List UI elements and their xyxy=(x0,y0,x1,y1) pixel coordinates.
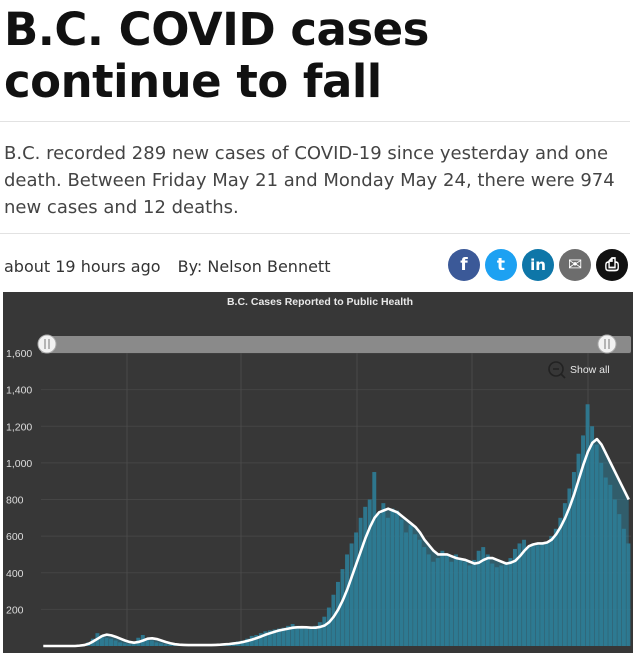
zoom-out-icon xyxy=(548,361,564,377)
seven-day-average-line xyxy=(43,437,630,648)
email-share-button[interactable]: ✉ xyxy=(559,249,591,281)
chart-title: B.C. Cases Reported to Public Health xyxy=(227,296,413,308)
headline-divider xyxy=(0,121,630,122)
deck-divider xyxy=(0,233,630,234)
y-tick-label: 800 xyxy=(6,495,24,507)
y-tick-label: 1,400 xyxy=(6,385,32,397)
y-tick-label: 200 xyxy=(6,604,24,616)
range-scrollbar[interactable] xyxy=(37,334,631,354)
twitter-icon: t xyxy=(496,255,506,275)
y-tick-label: 1,000 xyxy=(6,458,32,470)
share-bar: f t in ✉ ⎙ xyxy=(448,249,634,283)
y-tick-label: 1,200 xyxy=(6,421,32,433)
print-button[interactable]: ⎙ xyxy=(596,249,628,281)
author-link[interactable]: By: Nelson Bennett xyxy=(177,257,331,276)
range-handle-left[interactable] xyxy=(37,334,57,354)
range-track[interactable] xyxy=(41,336,631,353)
cases-chart: B.C. Cases Reported to Public Health 200… xyxy=(3,292,633,653)
show-all-button[interactable]: Show all xyxy=(548,361,610,379)
linkedin-share-button[interactable]: in xyxy=(522,249,554,281)
article-deck: B.C. recorded 289 new cases of COVID-19 … xyxy=(4,143,615,218)
linkedin-icon: in xyxy=(530,256,546,274)
print-icon: ⎙ xyxy=(605,255,619,275)
y-axis: 200 400 600 800 1,000 1,200 1,400 1,600 xyxy=(6,348,32,616)
email-icon: ✉ xyxy=(567,255,583,275)
facebook-share-button[interactable]: f xyxy=(448,249,480,281)
facebook-icon: f xyxy=(460,255,468,275)
chart-svg: B.C. Cases Reported to Public Health 200… xyxy=(6,296,631,648)
time-ago: about 19 hours ago xyxy=(4,257,161,276)
y-tick-label: 400 xyxy=(6,568,24,580)
show-all-label[interactable]: Show all xyxy=(570,364,610,376)
byline: about 19 hours ago By: Nelson Bennett xyxy=(4,257,330,276)
range-handle-right[interactable] xyxy=(597,334,617,354)
cases-area xyxy=(43,439,629,646)
y-tick-label: 600 xyxy=(6,531,24,543)
article-headline: B.C. COVID cases continue to fall xyxy=(4,3,429,108)
y-tick-label: 1,600 xyxy=(6,348,32,360)
twitter-share-button[interactable]: t xyxy=(485,249,517,281)
